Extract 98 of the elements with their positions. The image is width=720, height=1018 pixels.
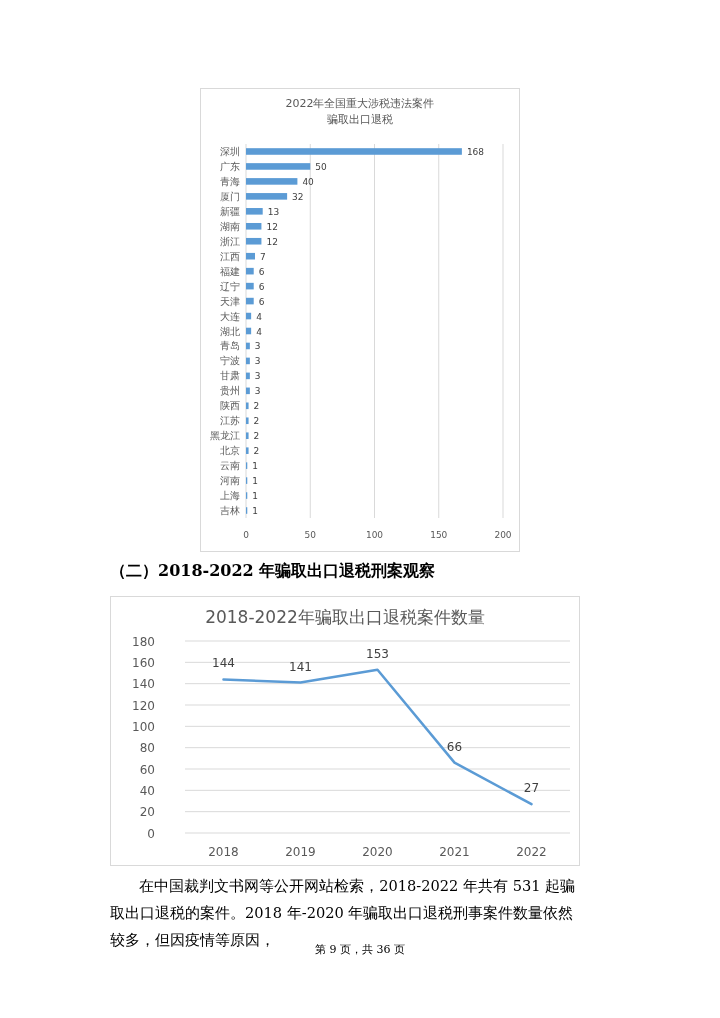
data-label: 7 (259, 251, 266, 262)
data-label: 3 (254, 386, 261, 397)
data-label: 32 (292, 191, 304, 202)
x-tick-label: 2018 (208, 845, 239, 859)
x-tick-label: 200 (494, 530, 512, 540)
x-tick-label: 2020 (362, 845, 393, 859)
data-label: 4 (256, 326, 263, 337)
bar (246, 447, 249, 454)
bar (246, 432, 249, 440)
y-tick-label: 浙江 (220, 235, 240, 247)
data-label: 27 (523, 781, 540, 796)
y-tick-label: 湖北 (220, 325, 240, 337)
data-label: 2 (253, 431, 260, 442)
data-label: 3 (254, 371, 261, 382)
y-tick-label: 河南 (220, 475, 240, 487)
y-tick-label: 厦门 (220, 190, 240, 202)
bar (246, 402, 249, 410)
y-tick-label: 广东 (220, 160, 240, 172)
data-label: 1 (252, 491, 259, 502)
data-label: 2 (253, 401, 260, 412)
bar (246, 252, 255, 260)
x-tick-label: 2019 (285, 845, 316, 859)
y-tick-label: 80 (139, 741, 155, 756)
data-label: 3 (254, 356, 261, 367)
bar (246, 297, 254, 305)
data-label: 2 (253, 446, 260, 457)
y-tick-label: 青岛 (220, 340, 240, 352)
y-tick-label: 湖南 (220, 220, 240, 232)
data-label: 2 (253, 416, 260, 427)
x-tick-label: 100 (365, 530, 384, 540)
data-label: 13 (267, 206, 280, 217)
y-tick-label: 40 (139, 783, 155, 798)
x-tick-label: 150 (430, 530, 448, 540)
y-tick-label: 陕西 (220, 400, 240, 412)
y-tick-label: 120 (132, 698, 155, 713)
data-label: 12 (266, 236, 278, 247)
bar (246, 237, 262, 245)
data-label: 141 (289, 659, 312, 674)
bar (246, 357, 250, 365)
data-label: 153 (366, 646, 389, 661)
bar (246, 372, 250, 380)
y-tick-label: 大连 (220, 310, 240, 322)
x-tick-label: 50 (304, 530, 317, 540)
bar (246, 267, 254, 275)
y-tick-label: 0 (147, 826, 155, 841)
y-tick-label: 江西 (220, 250, 240, 262)
data-label: 6 (258, 266, 265, 277)
x-tick-label: 2022 (516, 845, 547, 859)
y-tick-label: 新疆 (220, 205, 240, 217)
y-tick-label: 60 (139, 762, 155, 777)
bar (246, 342, 250, 350)
y-tick-label: 云南 (220, 460, 240, 472)
data-label: 6 (258, 281, 265, 292)
bar (246, 282, 254, 290)
bar (246, 222, 262, 230)
data-label: 6 (258, 296, 265, 307)
data-label: 168 (466, 146, 485, 157)
data-label: 12 (266, 221, 278, 232)
y-tick-label: 深圳 (220, 145, 240, 157)
data-label: 144 (212, 656, 235, 671)
y-tick-label: 甘肃 (220, 370, 240, 382)
y-tick-label: 天津 (220, 295, 240, 307)
data-label: 40 (302, 176, 315, 187)
chart-title: 2022年全国重大涉税违法案件 (285, 97, 435, 110)
y-tick-label: 江苏 (220, 415, 240, 427)
bar (246, 417, 249, 425)
data-label: 4 (256, 311, 263, 322)
data-label: 1 (252, 461, 259, 472)
y-tick-label: 160 (132, 655, 155, 670)
bar (246, 208, 263, 215)
y-tick-label: 180 (132, 634, 155, 649)
y-tick-label: 黑龙江 (210, 430, 240, 442)
y-tick-label: 宁波 (220, 355, 240, 367)
bar (246, 148, 462, 155)
text: （二）2018-2022 年骗取出口退税刑案观察 (110, 561, 436, 582)
chart-title: 2018-2022年骗取出口退税案件数量 (205, 607, 485, 627)
y-tick-label: 青海 (220, 175, 240, 187)
y-tick-label: 吉林 (220, 505, 240, 517)
bar (246, 387, 250, 395)
y-tick-label: 20 (139, 805, 155, 820)
y-tick-label: 辽宁 (220, 280, 240, 292)
x-tick-label: 0 (243, 530, 250, 540)
y-tick-label: 140 (132, 677, 155, 692)
data-label: 3 (254, 341, 261, 352)
bar (246, 193, 288, 200)
data-label: 66 (446, 739, 463, 754)
y-tick-label: 贵州 (220, 385, 240, 397)
data-label: 1 (252, 476, 259, 487)
y-tick-label: 福建 (220, 265, 240, 277)
bar (246, 163, 311, 170)
x-tick-label: 2021 (439, 845, 470, 859)
chart-subtitle: 骗取出口退税 (327, 113, 393, 126)
y-tick-label: 上海 (220, 490, 240, 502)
data-label: 50 (315, 161, 327, 172)
bar (246, 178, 298, 185)
y-tick-label: 100 (132, 719, 155, 734)
y-tick-label: 北京 (220, 445, 240, 457)
data-label: 1 (252, 506, 259, 517)
